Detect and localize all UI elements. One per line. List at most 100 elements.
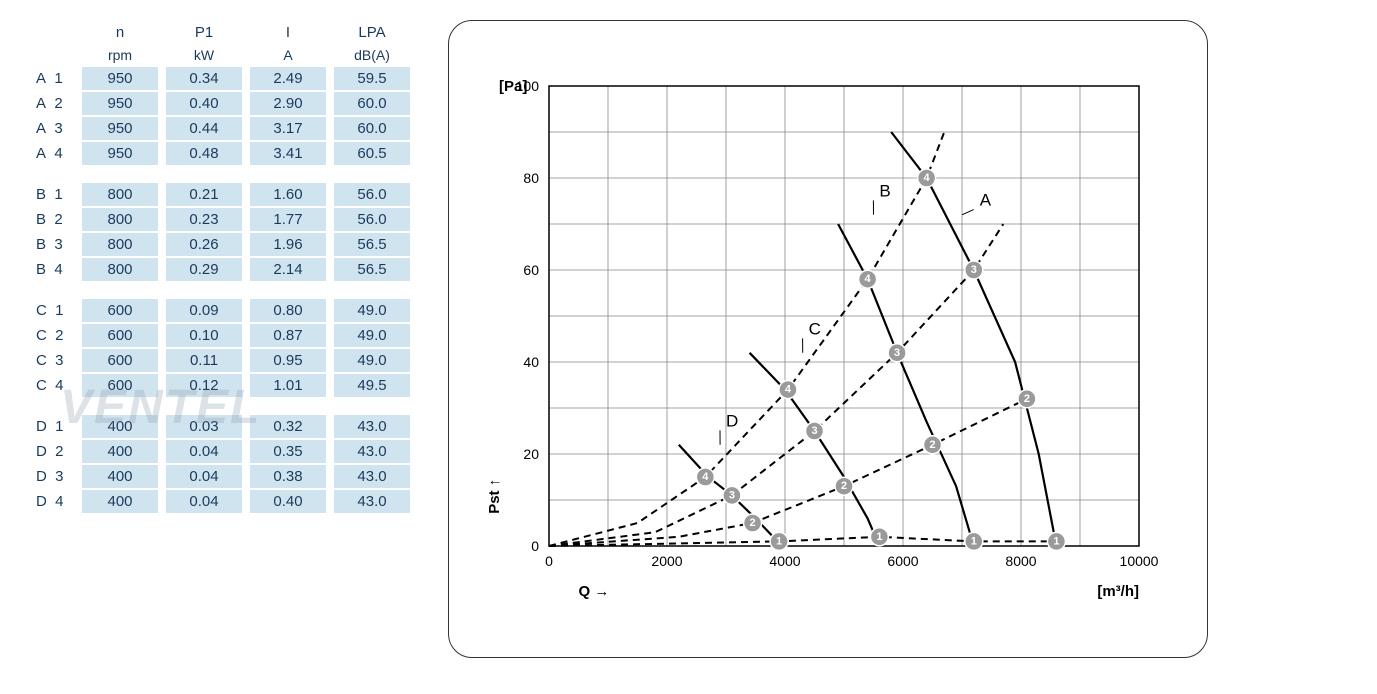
row-label: A 1	[28, 67, 74, 90]
cell-p1: 0.04	[166, 490, 242, 513]
y-unit: [Pa]	[499, 78, 527, 95]
cell-p1: 0.12	[166, 374, 242, 397]
table-row: B 18000.211.6056.0	[28, 183, 410, 206]
cell-lpa: 60.0	[334, 117, 410, 140]
row-label: A 3	[28, 117, 74, 140]
row-label: B 2	[28, 208, 74, 231]
cell-i: 0.38	[250, 465, 326, 488]
cell-p1: 0.04	[166, 440, 242, 463]
cell-p1: 0.09	[166, 299, 242, 322]
cell-lpa: 60.5	[334, 142, 410, 165]
data-table-section: n P1 I LPA rpm kW A dB(A) A 19500.342.49…	[20, 20, 418, 658]
svg-text:3: 3	[971, 264, 977, 276]
header-n: n	[82, 22, 158, 43]
row-label: D 1	[28, 415, 74, 438]
row-label: C 3	[28, 349, 74, 372]
svg-text:2: 2	[1024, 393, 1030, 405]
header-lpa: LPA	[334, 22, 410, 43]
cell-p1: 0.48	[166, 142, 242, 165]
cell-i: 1.77	[250, 208, 326, 231]
cell-n: 800	[82, 233, 158, 256]
svg-text:3: 3	[729, 489, 735, 501]
svg-text:20: 20	[523, 446, 539, 462]
svg-text:4: 4	[702, 471, 709, 483]
row-label: D 2	[28, 440, 74, 463]
svg-text:1: 1	[876, 531, 882, 543]
curve-label-B: B	[879, 181, 890, 200]
cell-p1: 0.04	[166, 465, 242, 488]
row-label: C 4	[28, 374, 74, 397]
performance-chart: 0200040006000800010000020406080100ABCD43…	[459, 41, 1179, 641]
cell-p1: 0.23	[166, 208, 242, 231]
subheader-i: A	[250, 45, 326, 65]
curve-label-C: C	[809, 319, 821, 338]
row-label: C 2	[28, 324, 74, 347]
cell-lpa: 49.0	[334, 324, 410, 347]
operating-curve-3	[549, 224, 1003, 546]
table-row: B 38000.261.9656.5	[28, 233, 410, 256]
cell-n: 600	[82, 324, 158, 347]
x-axis-label: Q →	[579, 583, 610, 600]
cell-p1: 0.29	[166, 258, 242, 281]
cell-p1: 0.26	[166, 233, 242, 256]
subheader-n: rpm	[82, 45, 158, 65]
cell-n: 400	[82, 465, 158, 488]
cell-lpa: 56.5	[334, 233, 410, 256]
cell-p1: 0.03	[166, 415, 242, 438]
performance-table: n P1 I LPA rpm kW A dB(A) A 19500.342.49…	[20, 20, 418, 515]
svg-text:6000: 6000	[887, 553, 918, 569]
svg-text:3: 3	[894, 347, 900, 359]
row-label: C 1	[28, 299, 74, 322]
svg-text:8000: 8000	[1005, 553, 1036, 569]
cell-lpa: 56.0	[334, 183, 410, 206]
svg-text:4: 4	[924, 172, 931, 184]
cell-n: 400	[82, 490, 158, 513]
cell-n: 800	[82, 183, 158, 206]
operating-curve-2	[549, 399, 1027, 546]
y-axis-label: Pst ↑	[486, 479, 503, 514]
cell-lpa: 49.5	[334, 374, 410, 397]
cell-i: 2.90	[250, 92, 326, 115]
svg-text:0: 0	[531, 538, 539, 554]
cell-i: 1.60	[250, 183, 326, 206]
cell-lpa: 49.0	[334, 299, 410, 322]
svg-text:2: 2	[929, 439, 935, 451]
subheader-p1: kW	[166, 45, 242, 65]
cell-i: 0.95	[250, 349, 326, 372]
table-row: A 19500.342.4959.5	[28, 67, 410, 90]
cell-i: 1.01	[250, 374, 326, 397]
svg-text:1: 1	[776, 535, 782, 547]
table-row: D 24000.040.3543.0	[28, 440, 410, 463]
svg-text:2: 2	[749, 517, 755, 529]
cell-lpa: 43.0	[334, 490, 410, 513]
cell-lpa: 43.0	[334, 440, 410, 463]
cell-i: 0.87	[250, 324, 326, 347]
cell-n: 600	[82, 299, 158, 322]
svg-text:2: 2	[841, 480, 847, 492]
cell-lpa: 59.5	[334, 67, 410, 90]
cell-n: 800	[82, 258, 158, 281]
cell-lpa: 60.0	[334, 92, 410, 115]
cell-lpa: 49.0	[334, 349, 410, 372]
table-row: A 4 950 0.48 3.41 60.5	[28, 142, 410, 165]
x-unit: [m³/h]	[1097, 583, 1139, 600]
row-label: A 4	[28, 142, 74, 165]
row-label: A 2	[28, 92, 74, 115]
cell-i: 0.35	[250, 440, 326, 463]
cell-n: 950	[82, 142, 158, 165]
header-i: I	[250, 22, 326, 43]
table-row: C 36000.110.9549.0	[28, 349, 410, 372]
cell-i: 3.41	[250, 142, 326, 165]
table-row: D 34000.040.3843.0	[28, 465, 410, 488]
cell-lpa: 43.0	[334, 465, 410, 488]
cell-n: 950	[82, 67, 158, 90]
table-row: C 46000.121.0149.5	[28, 374, 410, 397]
curve-label-A: A	[980, 191, 992, 210]
cell-i: 1.96	[250, 233, 326, 256]
cell-n: 600	[82, 349, 158, 372]
svg-text:40: 40	[523, 354, 539, 370]
svg-text:4: 4	[785, 384, 792, 396]
svg-text:60: 60	[523, 262, 539, 278]
svg-text:4: 4	[865, 273, 872, 285]
svg-text:2000: 2000	[651, 553, 682, 569]
